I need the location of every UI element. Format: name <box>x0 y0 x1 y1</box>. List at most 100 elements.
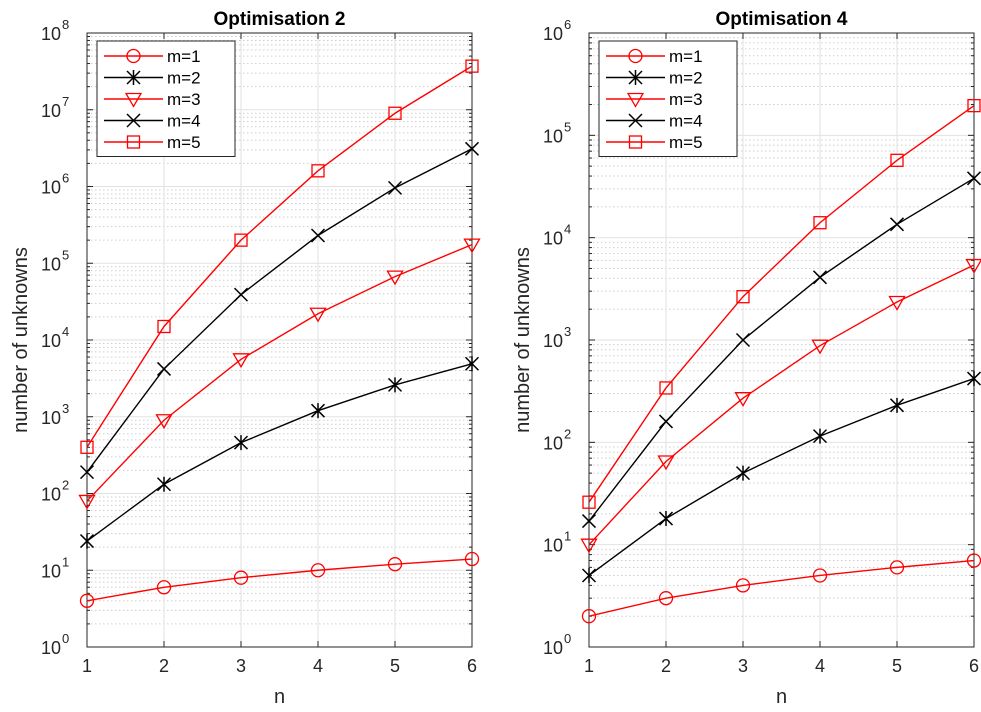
y-tick-base: 10 <box>41 485 61 505</box>
legend-marker <box>124 92 143 108</box>
y-tick-base: 10 <box>41 101 61 121</box>
data-point <box>233 435 249 451</box>
data-point <box>464 551 480 567</box>
data-point <box>889 560 905 575</box>
legend-marker <box>126 70 141 85</box>
data-point <box>888 295 906 311</box>
x-tick-label: 6 <box>969 656 979 676</box>
series-line-m=3 <box>588 264 975 546</box>
series-line-m=3 <box>86 243 473 502</box>
data-point <box>156 361 172 376</box>
legend-marker <box>626 92 645 108</box>
legend-item: m=1 <box>606 47 703 66</box>
data-point <box>79 533 95 549</box>
data-point <box>464 141 480 156</box>
data-point <box>582 495 596 509</box>
y-tick-exponent: 4 <box>62 324 69 339</box>
x-tick-label: 3 <box>738 656 748 676</box>
y-tick-exponent: 5 <box>62 247 69 262</box>
y-tick-exponent: 5 <box>564 119 571 134</box>
x-axis-label: n <box>776 686 787 708</box>
y-tick-label: 10 0 <box>543 631 571 658</box>
y-tick-base: 10 <box>41 408 61 428</box>
y-tick-label: 10 7 <box>41 94 69 121</box>
y-tick-base: 10 <box>543 24 563 44</box>
chart-title: Optimisation 4 <box>716 9 848 30</box>
x-tick-label: 4 <box>313 656 323 676</box>
y-tick-base: 10 <box>41 178 61 198</box>
legend-marker <box>628 135 643 149</box>
y-tick-base: 10 <box>543 536 563 556</box>
legend-marker <box>126 135 141 149</box>
legend-label: m=2 <box>669 69 703 88</box>
data-point <box>736 290 750 304</box>
data-point <box>735 465 751 481</box>
y-tick-label: 10 5 <box>543 119 571 146</box>
legend-item: m=3 <box>606 90 703 109</box>
y-tick-label: 10 8 <box>41 17 69 44</box>
x-tick-label: 2 <box>661 656 671 676</box>
legend-label: m=1 <box>669 47 703 66</box>
x-axis-label: n <box>274 686 285 708</box>
series-line-m=5 <box>86 65 473 448</box>
data-point <box>812 270 828 285</box>
x-tick-label: 2 <box>159 656 169 676</box>
legend-item: m=1 <box>104 47 201 66</box>
legend-item: m=2 <box>104 69 201 88</box>
data-point <box>311 164 325 178</box>
legend-label: m=3 <box>167 90 201 109</box>
y-tick-base: 10 <box>543 638 563 658</box>
legend: m=1 m=2 m=3 m=4 m=5 <box>96 40 236 157</box>
y-tick-label: 10 3 <box>41 401 69 428</box>
y-tick-exponent: 6 <box>564 17 571 32</box>
data-point <box>734 392 752 407</box>
legend-label: m=4 <box>167 112 201 131</box>
x-tick-label: 6 <box>467 656 477 676</box>
series-line-m=1 <box>588 559 975 617</box>
y-tick-exponent: 8 <box>62 17 69 32</box>
y-tick-exponent: 1 <box>62 554 69 569</box>
data-point <box>890 153 904 167</box>
data-point <box>79 465 95 480</box>
data-point <box>889 397 905 413</box>
data-point <box>811 339 829 355</box>
data-point <box>812 428 828 444</box>
y-tick-label: 10 6 <box>543 17 571 44</box>
series-group <box>580 99 981 624</box>
y-tick-exponent: 3 <box>564 324 571 339</box>
legend: m=1 m=2 m=3 m=4 m=5 <box>598 40 738 157</box>
y-tick-base: 10 <box>543 229 563 249</box>
chart-title: Optimisation 2 <box>214 9 346 30</box>
y-tick-exponent: 1 <box>564 529 571 544</box>
legend-item: m=2 <box>606 69 703 88</box>
series-group <box>78 59 481 608</box>
y-tick-base: 10 <box>543 331 563 351</box>
y-tick-base: 10 <box>41 638 61 658</box>
data-point <box>581 609 597 624</box>
data-point <box>581 514 597 529</box>
series-line-m=5 <box>588 105 975 503</box>
data-point <box>387 180 403 195</box>
data-point <box>386 270 404 286</box>
data-point <box>966 171 981 186</box>
data-point <box>735 332 751 348</box>
legend-item: m=5 <box>104 133 201 152</box>
data-point <box>156 580 172 595</box>
data-point <box>232 353 250 369</box>
data-point <box>387 557 403 572</box>
data-point <box>812 568 828 583</box>
legend-label: m=1 <box>167 47 201 66</box>
tick-marks <box>86 32 473 648</box>
data-point <box>157 319 171 334</box>
x-tick-label: 5 <box>390 656 400 676</box>
series-line-m=1 <box>86 558 473 602</box>
y-tick-label: 10 5 <box>41 247 69 274</box>
data-point <box>233 287 249 302</box>
y-tick-base: 10 <box>41 331 61 351</box>
y-tick-label: 10 4 <box>41 324 69 351</box>
legend-marker <box>126 113 141 128</box>
data-point <box>388 106 402 120</box>
data-point <box>965 258 981 274</box>
